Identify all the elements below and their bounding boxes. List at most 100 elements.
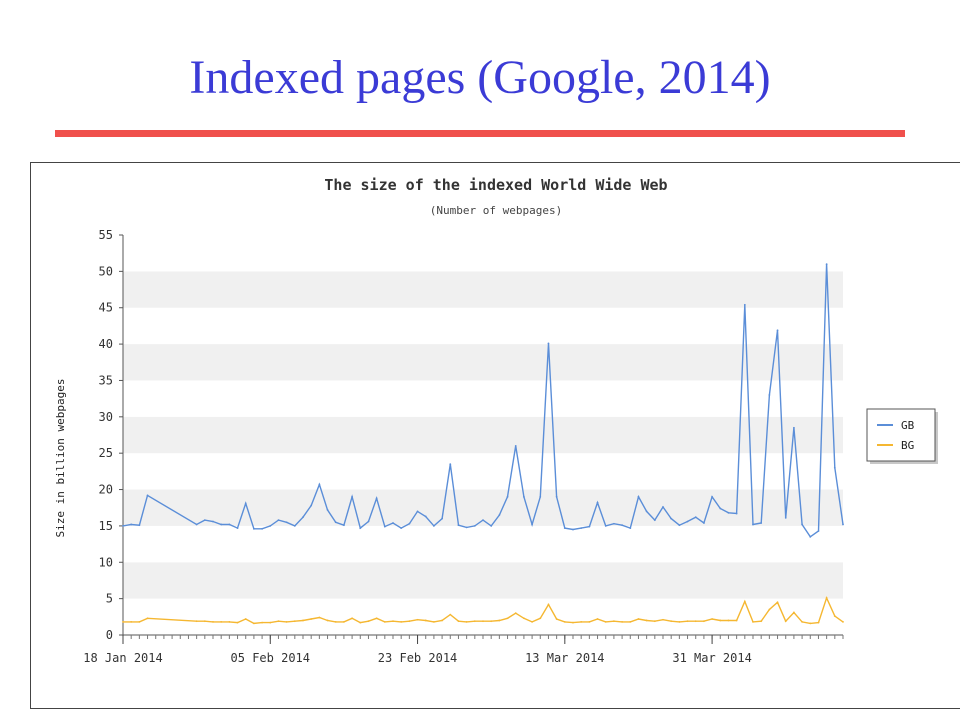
data-point-gb bbox=[653, 519, 656, 521]
data-point-gb bbox=[343, 524, 345, 527]
data-point-gb bbox=[244, 502, 247, 505]
data-point-gb bbox=[760, 522, 763, 524]
data-point-bg bbox=[457, 620, 460, 623]
data-point-gb bbox=[662, 506, 664, 508]
data-point-bg bbox=[228, 621, 231, 623]
data-point-gb bbox=[449, 463, 452, 465]
data-point-bg bbox=[670, 620, 673, 623]
chart-title: The size of the indexed World Wide Web bbox=[324, 176, 667, 194]
data-point-bg bbox=[629, 621, 632, 623]
data-point-gb bbox=[825, 263, 828, 265]
data-point-gb bbox=[302, 516, 304, 519]
data-point-bg bbox=[514, 612, 517, 615]
data-point-bg bbox=[236, 621, 239, 624]
data-point-bg bbox=[768, 608, 771, 611]
data-point-bg bbox=[686, 620, 689, 623]
data-point-gb bbox=[719, 507, 722, 510]
x-tick-label: 23 Feb 2014 bbox=[378, 651, 457, 665]
data-point-bg bbox=[678, 621, 681, 623]
legend-label-gb: GB bbox=[901, 419, 915, 432]
data-point-bg bbox=[604, 621, 607, 623]
y-tick-label: 55 bbox=[99, 228, 113, 242]
data-point-bg bbox=[203, 620, 206, 623]
data-point-gb bbox=[236, 527, 239, 529]
y-tick-label: 0 bbox=[106, 628, 113, 642]
data-point-bg bbox=[825, 597, 828, 599]
data-point-bg bbox=[580, 621, 583, 623]
data-point-bg bbox=[244, 618, 247, 620]
line-chart: The size of the indexed World Wide Web (… bbox=[54, 176, 938, 665]
data-point-gb bbox=[416, 510, 419, 513]
data-point-bg bbox=[138, 621, 141, 623]
data-point-bg bbox=[482, 620, 484, 623]
data-point-bg bbox=[424, 619, 427, 622]
data-point-gb bbox=[801, 523, 803, 526]
legend-label-bg: BG bbox=[901, 439, 914, 452]
data-point-bg bbox=[801, 621, 803, 623]
data-point-gb bbox=[547, 342, 550, 345]
data-point-bg bbox=[416, 618, 419, 621]
series-line-gb bbox=[122, 264, 844, 538]
data-point-gb bbox=[138, 524, 141, 527]
grid-band bbox=[123, 562, 843, 599]
data-point-bg bbox=[735, 619, 738, 622]
data-point-gb bbox=[817, 530, 820, 532]
data-point-gb bbox=[367, 520, 370, 523]
data-point-bg bbox=[588, 621, 591, 623]
y-tick-label: 50 bbox=[99, 264, 113, 278]
data-point-bg bbox=[351, 617, 353, 620]
data-point-bg bbox=[293, 620, 296, 623]
data-point-bg bbox=[784, 620, 787, 623]
grid-band bbox=[123, 453, 843, 490]
data-point-gb bbox=[678, 524, 681, 527]
data-point-gb bbox=[539, 495, 542, 498]
data-point-gb bbox=[743, 303, 746, 306]
grid-band bbox=[123, 380, 843, 417]
y-tick-label: 10 bbox=[99, 555, 113, 569]
data-point-gb bbox=[776, 329, 779, 332]
y-tick-label: 20 bbox=[99, 483, 113, 497]
data-point-gb bbox=[506, 495, 509, 498]
x-tick-label: 18 Jan 2014 bbox=[83, 651, 162, 665]
data-point-gb bbox=[408, 522, 411, 525]
data-point-gb bbox=[613, 522, 615, 525]
data-point-gb bbox=[269, 525, 272, 527]
data-point-gb bbox=[433, 525, 435, 527]
data-point-bg bbox=[130, 621, 133, 623]
data-point-bg bbox=[375, 617, 378, 620]
x-tick-label: 31 Mar 2014 bbox=[672, 651, 751, 665]
y-tick-label: 25 bbox=[99, 446, 113, 460]
chart-subtitle: (Number of webpages) bbox=[430, 204, 562, 217]
data-point-gb bbox=[784, 517, 787, 519]
chart-panel: The size of the indexed World Wide Web (… bbox=[30, 162, 960, 709]
data-point-gb bbox=[261, 527, 263, 530]
data-point-bg bbox=[261, 621, 263, 624]
data-point-gb bbox=[375, 497, 378, 500]
data-point-bg bbox=[383, 621, 386, 623]
data-point-gb bbox=[686, 520, 689, 523]
data-point-gb bbox=[833, 466, 836, 469]
data-point-bg bbox=[441, 619, 443, 622]
data-point-bg bbox=[318, 616, 321, 619]
data-point-gb bbox=[122, 525, 124, 527]
data-point-gb bbox=[400, 527, 403, 529]
data-point-bg bbox=[727, 619, 730, 622]
data-point-gb bbox=[768, 394, 771, 396]
data-point-bg bbox=[146, 617, 149, 620]
data-point-bg bbox=[449, 613, 452, 616]
y-tick-label: 5 bbox=[106, 592, 113, 606]
data-point-gb bbox=[293, 525, 296, 527]
data-point-gb bbox=[531, 523, 533, 526]
title-divider bbox=[55, 130, 905, 137]
data-point-bg bbox=[711, 618, 713, 620]
data-point-bg bbox=[506, 617, 509, 620]
data-point-bg bbox=[760, 620, 763, 623]
legend-box bbox=[866, 408, 936, 462]
data-point-bg bbox=[433, 621, 435, 623]
data-point-gb bbox=[465, 526, 468, 529]
data-point-gb bbox=[334, 521, 337, 524]
grid-band bbox=[123, 416, 843, 454]
data-point-gb bbox=[596, 501, 599, 504]
data-point-gb bbox=[629, 527, 632, 529]
data-point-gb bbox=[457, 524, 460, 527]
